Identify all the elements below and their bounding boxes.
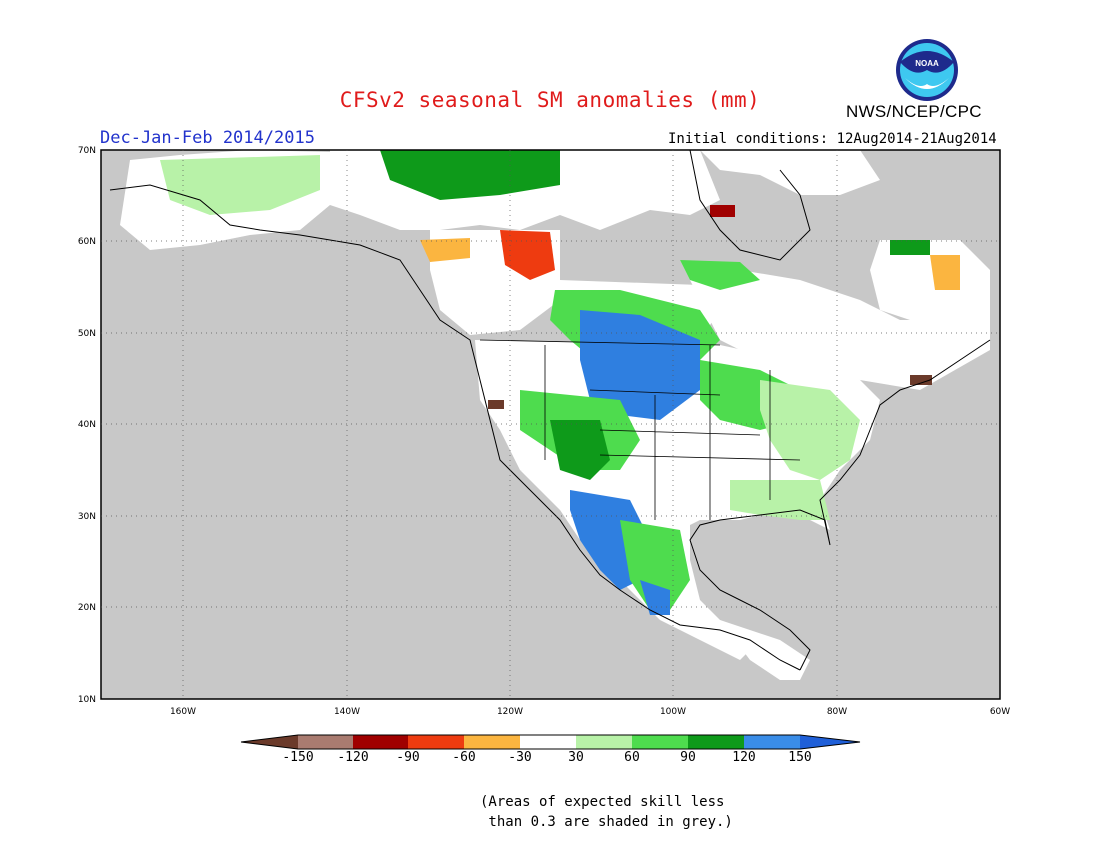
hudson-north-region: [700, 150, 880, 195]
east-us-wet: [760, 380, 860, 480]
lon-label-140w: 140W: [334, 707, 360, 717]
hudson-wet: [680, 260, 760, 290]
lat-label-50n: 50N: [78, 329, 96, 339]
footer-line-1: (Areas of expected skill less: [480, 794, 725, 810]
lat-label-10n: 10N: [78, 695, 96, 705]
lon-label-100w: 100W: [660, 707, 686, 717]
northern-plains-wet: [580, 310, 700, 420]
lon-label-80w: 80W: [827, 707, 847, 717]
colorbar-swatch: [408, 735, 464, 749]
lat-label-70n: 70N: [78, 146, 96, 156]
southeast-wet: [730, 480, 830, 520]
colorbar-swatch: [353, 735, 408, 749]
atlantic-gulf-coastline: [689, 339, 991, 671]
state-borders: [479, 339, 801, 520]
colorbar-label: 90: [680, 750, 696, 765]
footer-line-2: than 0.3 are shaded in grey.): [480, 814, 733, 830]
alberta-dry: [500, 230, 555, 280]
period-label: Dec-Jan-Feb 2014/2015: [100, 128, 315, 148]
utah-wet: [550, 420, 610, 480]
colorbar-label: 30: [568, 750, 584, 765]
lat-label-40n: 40N: [78, 420, 96, 430]
colorbar-label: -60: [452, 750, 476, 765]
colorbar-label: -30: [508, 750, 532, 765]
colorbar-outline: [240, 734, 861, 750]
colorbar: [240, 734, 861, 750]
colorbar-swatch: [298, 735, 353, 749]
yukon-wet: [380, 150, 560, 200]
wet-anomaly-regions: [160, 150, 930, 615]
hudson-dry: [710, 205, 735, 217]
colorbar-label: 60: [624, 750, 640, 765]
colorbar-swatch: [632, 735, 688, 749]
colorbar-swatch: [744, 735, 800, 749]
org-label: NWS/NCEP/CPC: [846, 102, 982, 121]
lon-label-60w: 60W: [990, 707, 1010, 717]
lat-label-60n: 60N: [78, 237, 96, 247]
colorbar-swatch: [520, 735, 576, 749]
colorbar-label: 150: [788, 750, 812, 765]
colorbar-swatch: [688, 735, 744, 749]
colorbar-swatch: [464, 735, 520, 749]
maritimes-dry: [910, 375, 932, 385]
footer-note: (Areas of expected skill less than 0.3 a…: [480, 792, 733, 832]
coastlines: [109, 149, 991, 671]
colorbar-label: 120: [732, 750, 756, 765]
noaa-logo-text: NOAA: [915, 59, 939, 68]
nbc-dry: [420, 238, 470, 262]
oregon-dry: [488, 400, 504, 409]
labrador-wet: [890, 240, 930, 255]
lat-label-30n: 30N: [78, 512, 96, 522]
noaa-logo: NOAA: [896, 39, 958, 101]
colorbar-label: -120: [337, 750, 369, 765]
hudson-bay-coast: [689, 149, 811, 261]
colorbar-arrow-low: [241, 735, 298, 749]
mexico-central-wet: [620, 520, 690, 610]
newfoundland-dry: [930, 255, 960, 290]
map-frame: [100, 149, 1001, 700]
lon-label-120w: 120W: [497, 707, 523, 717]
initial-conditions-label: Initial conditions: 12Aug2014-21Aug2014: [668, 131, 997, 147]
pacific-coastline: [109, 184, 801, 671]
mexico-south-wet: [640, 580, 670, 615]
colorbar-label: -90: [396, 750, 420, 765]
chart-title: CFSv2 seasonal SM anomalies (mm): [339, 88, 761, 112]
colorbar-swatch: [576, 735, 632, 749]
lat-label-20n: 20N: [78, 603, 96, 613]
colorbar-arrow-high: [800, 735, 860, 749]
dry-anomaly-regions: [420, 205, 960, 409]
lon-label-160w: 160W: [170, 707, 196, 717]
colorbar-label: -150: [282, 750, 314, 765]
